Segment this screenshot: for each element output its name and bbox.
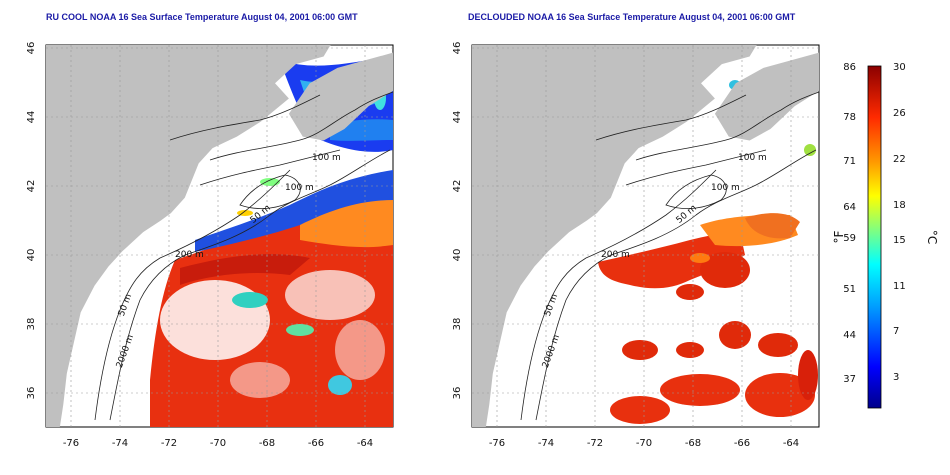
- y-axis-ticks: 46 44 42 40 38 36: [452, 42, 463, 400]
- x-tick: -68: [259, 438, 275, 449]
- x-tick: -70: [210, 438, 226, 449]
- x-tick: -76: [63, 438, 79, 449]
- y-tick: 38: [26, 318, 37, 331]
- map-title-declouded: DECLOUDED NOAA 16 Sea Surface Temperatur…: [468, 12, 796, 22]
- f-tick: 59: [843, 233, 856, 244]
- map-panel-declouded: 100 m 100 m 50 m 200 m 50 m 2000 m -76 -…: [452, 42, 820, 449]
- f-tick: 64: [843, 202, 856, 213]
- graticule: [472, 45, 819, 427]
- colorbar-gradient: [867, 65, 882, 409]
- sst-imagery: [598, 80, 818, 424]
- isobath-contours: [94, 91, 394, 421]
- contour-label: 100 m: [312, 153, 341, 163]
- c-tick: 26: [893, 108, 906, 119]
- x-tick: -64: [357, 438, 373, 449]
- f-tick: 44: [843, 330, 856, 341]
- y-tick: 40: [452, 249, 463, 262]
- y-axis-ticks: 46 44 42 40 38 36: [26, 42, 37, 400]
- x-tick: -74: [112, 438, 128, 449]
- y-tick: 42: [452, 180, 463, 193]
- x-tick: -66: [308, 438, 324, 449]
- contour-label: 100 m: [285, 183, 314, 193]
- x-tick: -68: [685, 438, 701, 449]
- y-tick: 40: [26, 249, 37, 262]
- c-tick: 3: [893, 372, 899, 383]
- f-tick: 51: [843, 284, 856, 295]
- contour-label: 200 m: [175, 250, 204, 260]
- x-tick: -66: [734, 438, 750, 449]
- x-tick: -74: [538, 438, 554, 449]
- x-tick: -76: [489, 438, 505, 449]
- c-tick: 18: [893, 200, 906, 211]
- y-tick: 36: [452, 387, 463, 400]
- isobath-contours: [520, 91, 820, 421]
- y-tick: 46: [452, 42, 463, 55]
- colorbar: 86 78 71 64 59 51 44 37 30 26 22 18 15 1…: [832, 62, 939, 409]
- colorbar-celsius-ticks: 30 26 22 18 15 11 7 3: [893, 62, 906, 383]
- x-tick: -72: [161, 438, 177, 449]
- y-tick: 44: [26, 111, 37, 124]
- y-tick: 42: [26, 180, 37, 193]
- colorbar-c-unit: °C: [925, 230, 939, 244]
- f-tick: 71: [843, 156, 856, 167]
- x-tick: -72: [587, 438, 603, 449]
- colorbar-f-unit: °F: [832, 230, 846, 243]
- c-tick: 30: [893, 62, 906, 73]
- c-tick: 11: [893, 281, 906, 292]
- c-tick: 7: [893, 326, 899, 337]
- contour-label: 200 m: [601, 250, 630, 260]
- f-tick: 37: [843, 374, 856, 385]
- contour-label: 100 m: [738, 153, 767, 163]
- graticule: [46, 45, 393, 427]
- map-title-raw: RU COOL NOAA 16 Sea Surface Temperature …: [46, 12, 358, 22]
- c-tick: 22: [893, 154, 906, 165]
- c-tick: 15: [893, 235, 906, 246]
- f-tick: 78: [843, 112, 856, 123]
- x-tick: -64: [783, 438, 799, 449]
- colorbar-fahrenheit-ticks: 86 78 71 64 59 51 44 37: [843, 62, 856, 385]
- y-tick: 36: [26, 387, 37, 400]
- contour-label: 100 m: [711, 183, 740, 193]
- map-panel-raw: 100 m 100 m 50 m 200 m 50 m 2000 m -76 -…: [26, 42, 394, 449]
- x-axis-ticks: -76 -74 -72 -70 -68 -66 -64: [489, 438, 799, 449]
- x-axis-ticks: -76 -74 -72 -70 -68 -66 -64: [63, 438, 373, 449]
- y-tick: 38: [452, 318, 463, 331]
- x-tick: -70: [636, 438, 652, 449]
- y-tick: 44: [452, 111, 463, 124]
- f-tick: 86: [843, 62, 856, 73]
- y-tick: 46: [26, 42, 37, 55]
